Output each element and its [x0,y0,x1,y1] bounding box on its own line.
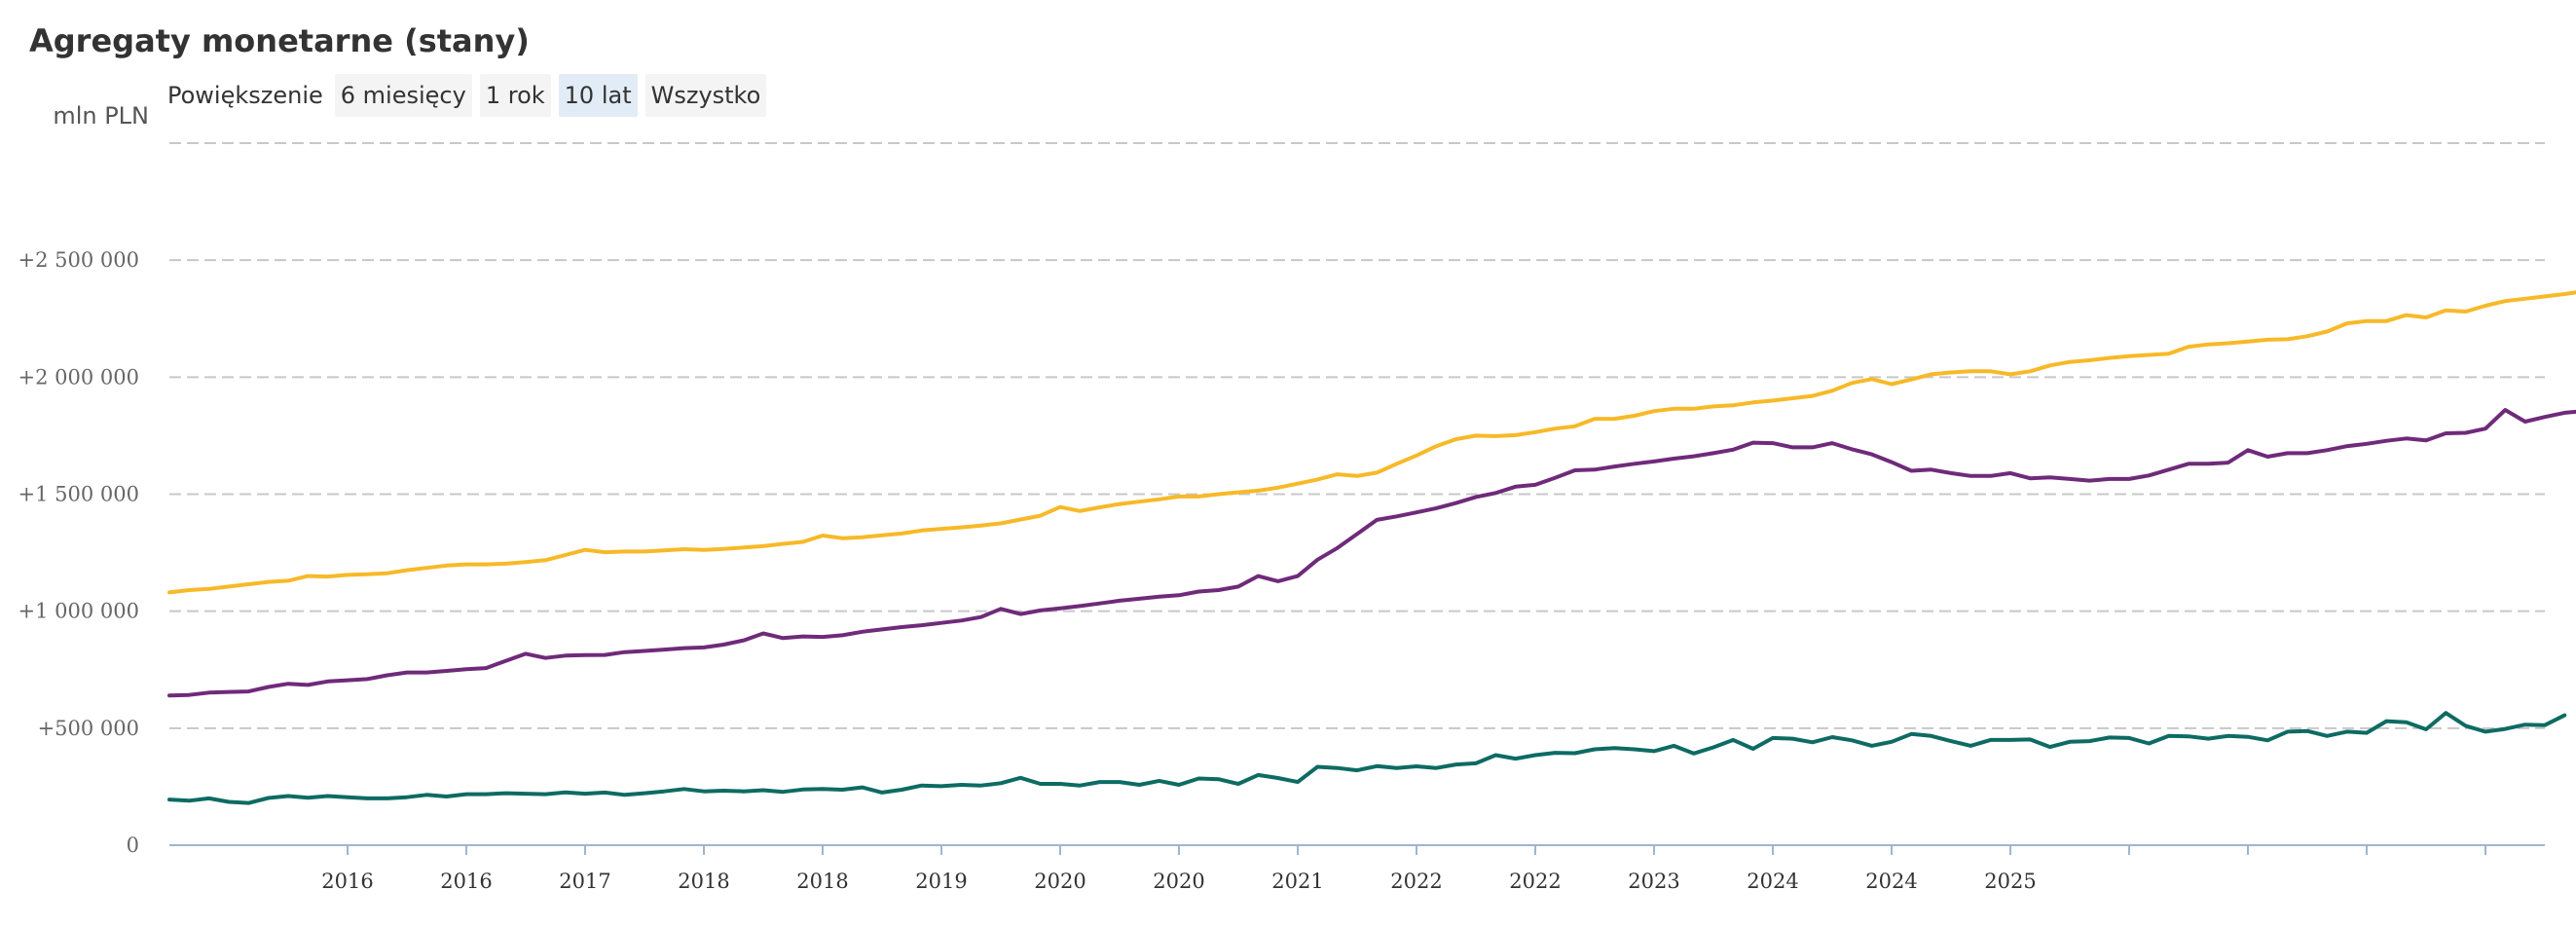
zoom-all-button[interactable]: Wszystko [644,74,767,117]
chart-title: Agregaty monetarne (stany) [29,22,530,59]
y-tick-label: +1 000 000 [18,600,139,623]
y-tick-label: 0 [127,834,139,857]
y-tick-label: +2 500 000 [18,248,139,272]
x-tick-label: 2019 [915,870,967,893]
x-tick-label: 2022 [1509,870,1561,893]
series-line-3[interactable] [167,711,2567,805]
x-tick-label: 2025 [1984,870,2036,893]
y-tick-label: +500 000 [38,717,139,740]
y-tick-label: +2 000 000 [18,365,139,389]
y-axis-ticks: 0 +500 000 +1 000 000 +1 500 000 +2 000 000 +… [18,248,139,857]
x-tick-label: 2018 [796,870,848,893]
zoom-label: Powiększenie [167,82,323,109]
x-tick-label: 2022 [1390,870,1442,893]
x-tick-label: 2020 [1034,870,1086,893]
zoom-1-year-button[interactable]: 1 rok [479,74,551,117]
series-lines [167,243,2576,805]
zoom-selector: Powiększenie 6 miesięcy 1 rok 10 lat Wsz… [167,74,767,117]
x-axis-ticks: 2016 2016 2017 2018 2018 2019 2020 2020 2021 2022… [321,845,2486,893]
y-tick-label: +1 500 000 [18,483,139,506]
y-axis-unit-label: mln PLN [53,102,149,130]
zoom-6-months-button[interactable]: 6 miesięcy [334,74,472,117]
x-tick-label: 2024 [1747,870,1798,893]
x-tick-label: 2017 [559,870,610,893]
x-tick-label: 2016 [321,870,373,893]
series-line-1[interactable] [167,243,2576,595]
x-tick-label: 2021 [1271,870,1323,893]
series-line-2[interactable] [167,408,2576,698]
zoom-10-years-button[interactable]: 10 lat [558,74,638,117]
x-tick-label: 2016 [440,870,492,893]
x-tick-label: 2020 [1153,870,1204,893]
x-tick-label: 2023 [1628,870,1679,893]
x-tick-label: 2018 [678,870,729,893]
x-tick-label: 2024 [1865,870,1917,893]
gridlines [169,142,2545,729]
